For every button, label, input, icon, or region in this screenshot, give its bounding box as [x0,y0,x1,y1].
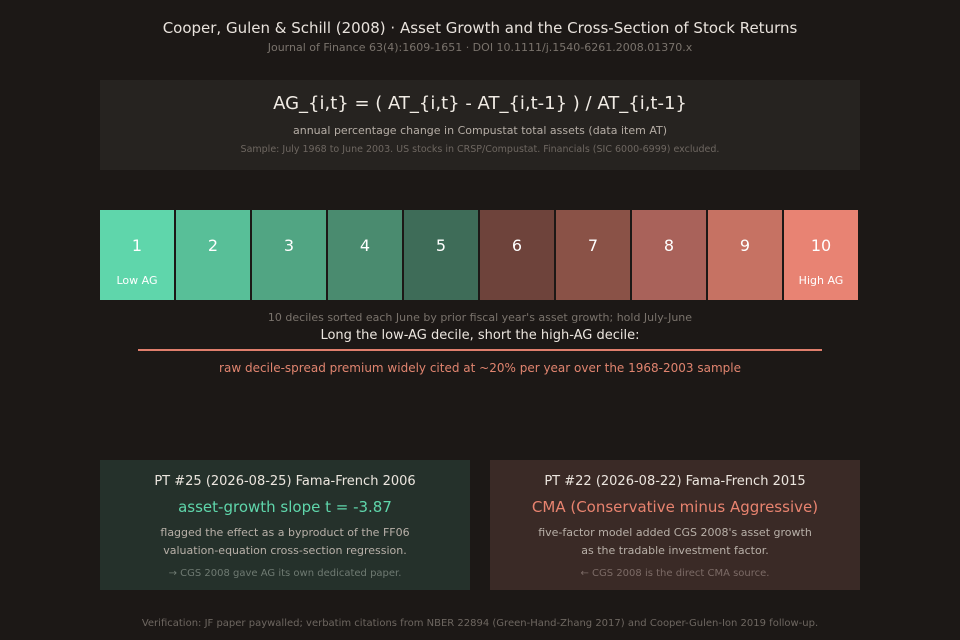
formula-description: annual percentage change in Compustat to… [293,124,667,137]
decile-number: 7 [587,236,599,255]
card-headline: CMA (Conservative minus Aggressive) [531,498,819,516]
decile-cell-2: 2 [176,210,250,300]
decile-cell-3: 3 [252,210,326,300]
decile-number: 5 [435,236,447,255]
decile-number: 3 [283,236,295,255]
decile-cell-5: 5 [404,210,478,300]
decile-cell-9: 9 [708,210,782,300]
decile-number: 10 [810,236,832,255]
card-title: PT #25 (2026-08-25) Fama-French 2006 [154,474,416,489]
decile-number: 4 [359,236,371,255]
decile-number: 9 [739,236,751,255]
page-title: Cooper, Gulen & Schill (2008) · Asset Gr… [162,19,798,37]
card-note: → CGS 2008 gave AG its own dedicated pap… [168,568,402,579]
ff2015-card: PT #22 (2026-08-22) Fama-French 2015 CMA… [490,460,860,590]
long-short-label: Long the low-AG decile, short the high-A… [320,328,640,343]
formula-panel: AG_{i,t} = ( AT_{i,t} - AT_{i,t-1} ) / A… [100,80,860,170]
decile-number: 1 [131,236,143,255]
decile-cell-7: 7 [556,210,630,300]
sample-note: Sample: July 1968 to June 2003. US stock… [240,144,720,155]
asset-growth-formula: AG_{i,t} = ( AT_{i,t} - AT_{i,t-1} ) / A… [273,93,687,114]
decile-caption: 10 deciles sorted each June by prior fis… [267,311,693,324]
decile-label: High AG [798,274,844,287]
card-note: ← CGS 2008 is the direct CMA source. [580,568,770,579]
decile-cell-4: 4 [328,210,402,300]
decile-cell-8: 8 [632,210,706,300]
spread-line [138,349,822,351]
decile-number: 2 [207,236,219,255]
decile-number: 6 [511,236,523,255]
decile-strip: 1 Low AG 2 3 4 5 6 7 8 9 10 High AG [100,210,860,300]
decile-cell-10: 10 High AG [784,210,858,300]
card-body: five-factor model added CGS 2008's asset… [538,526,812,557]
card-body: flagged the effect as a byproduct of the… [160,526,410,557]
ff2006-card: PT #25 (2026-08-25) Fama-French 2006 ass… [100,460,470,590]
citation-subtitle: Journal of Finance 63(4):1609-1651 · DOI… [267,41,693,54]
decile-cell-6: 6 [480,210,554,300]
decile-number: 8 [663,236,675,255]
spread-premium-text: raw decile-spread premium widely cited a… [219,361,741,375]
card-headline: asset-growth slope t = -3.87 [178,498,392,516]
verification-footer: Verification: JF paper paywalled; verbat… [141,618,819,629]
decile-cell-1: 1 Low AG [100,210,174,300]
decile-label: Low AG [116,274,158,287]
card-title: PT #22 (2026-08-22) Fama-French 2015 [544,474,806,489]
